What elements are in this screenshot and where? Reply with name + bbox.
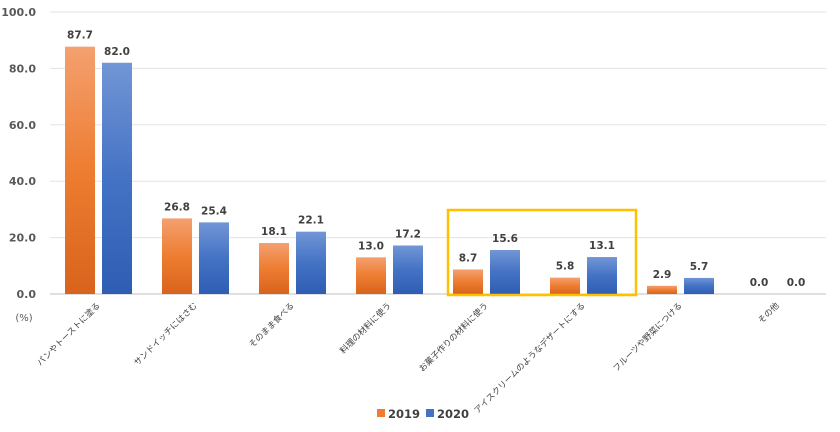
y-tick-label: 0.0 — [17, 288, 37, 301]
category-label: 料理の材料に使う — [338, 300, 394, 356]
bar-2019 — [65, 46, 95, 294]
bar-2020 — [393, 245, 423, 294]
bar-2019 — [259, 242, 289, 294]
bar-2020 — [587, 257, 617, 294]
category-label: お菓子作りの材料に使う — [417, 300, 491, 374]
data-label-2019: 13.0 — [358, 240, 384, 252]
bar-2020 — [490, 250, 520, 294]
bar-2020 — [296, 231, 326, 294]
highlight-box — [446, 208, 638, 297]
data-label-2020: 17.2 — [395, 228, 421, 240]
legend-swatch-2020 — [426, 409, 434, 417]
y-tick-label: 40.0 — [9, 175, 36, 188]
highlight-rect — [446, 208, 638, 297]
bar-2019 — [356, 257, 386, 294]
bar-2020 — [199, 222, 229, 294]
category-labels: パンやトーストに塗る サンドイッチにはさむ そのまま食べる 料理の材料に使う お菓子作り… — [35, 300, 782, 416]
data-label-2020: 22.1 — [298, 215, 324, 227]
bar-2020 — [102, 62, 132, 295]
data-label-2019: 5.8 — [556, 261, 575, 273]
data-label-2020: 0.0 — [787, 277, 806, 289]
data-label-2019: 87.7 — [67, 30, 93, 42]
category-label: その他 — [756, 300, 782, 326]
bar-2019 — [647, 285, 677, 294]
y-axis-unit-label: (%) — [15, 313, 32, 324]
category-label: サンドイッチにはさむ — [132, 301, 199, 368]
bars — [65, 46, 714, 295]
data-label-2019: 8.7 — [459, 252, 478, 264]
y-axis-ticks: 100.0 80.0 60.0 40.0 20.0 0.0 — [1, 6, 36, 301]
legend-label-2019: 2019 — [388, 407, 420, 421]
bar-2020 — [684, 277, 714, 294]
category-label: そのまま食べる — [247, 300, 297, 350]
legend-label-2020: 2020 — [437, 407, 469, 421]
data-label-2019: 26.8 — [164, 201, 190, 213]
data-label-2019: 0.0 — [750, 277, 769, 289]
bar-2019 — [162, 218, 192, 294]
legend-swatch-2019 — [377, 409, 385, 417]
y-tick-label: 80.0 — [9, 62, 36, 75]
category-label: アイスクリームのようなデザートにする — [472, 300, 588, 416]
bar-2019 — [453, 269, 483, 294]
data-label-2019: 2.9 — [653, 269, 672, 281]
data-labels: 87.7 82.0 26.8 25.4 18.1 22.1 13.0 17.2 8.7 15.6 5… — [67, 30, 805, 289]
data-label-2020: 15.6 — [492, 233, 518, 245]
y-tick-label: 60.0 — [9, 119, 36, 132]
data-label-2020: 25.4 — [201, 205, 227, 217]
data-label-2019: 18.1 — [261, 226, 287, 238]
data-label-2020: 82.0 — [104, 46, 130, 58]
category-label: パンやトーストに塗る — [35, 300, 103, 368]
bar-2019 — [550, 277, 580, 294]
y-tick-label: 20.0 — [9, 232, 36, 245]
data-label-2020: 13.1 — [589, 240, 615, 252]
legend: 2019 2020 — [377, 407, 469, 421]
data-label-2020: 5.7 — [690, 261, 709, 273]
category-label: フルーツや野菜につける — [611, 300, 685, 374]
y-tick-label: 100.0 — [1, 6, 36, 19]
